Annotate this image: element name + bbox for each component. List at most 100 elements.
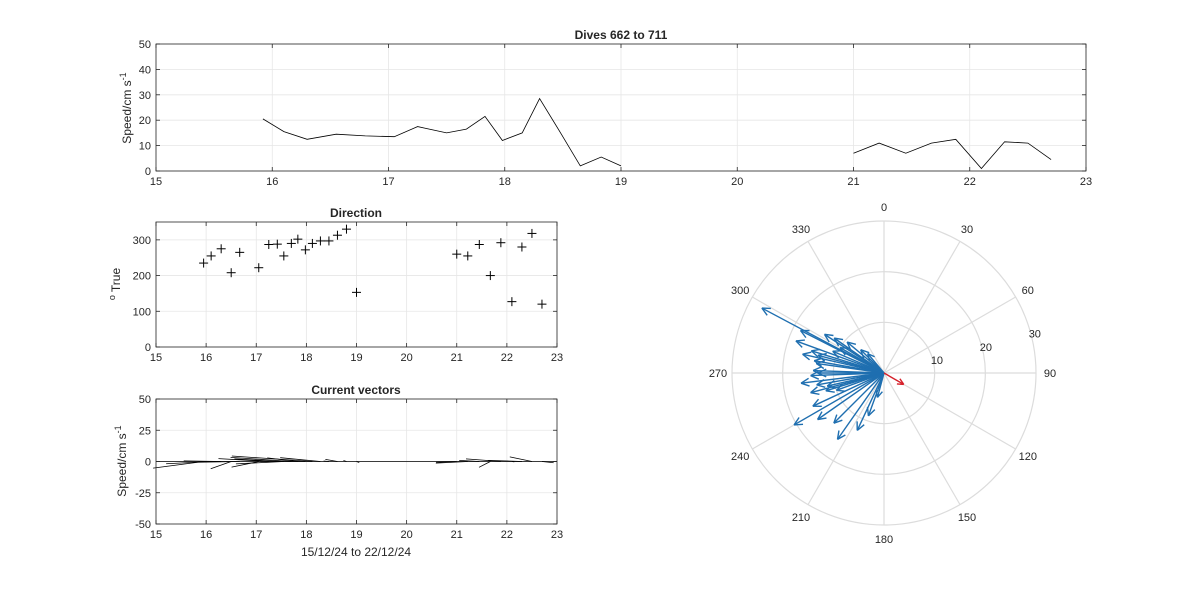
arrow-shaft <box>876 372 885 398</box>
polar-spoke <box>807 372 885 505</box>
y-tick-label: 0 <box>145 457 151 469</box>
arrow-shaft <box>856 372 885 431</box>
arrow-shaft <box>833 372 885 424</box>
arrow-head <box>867 353 871 362</box>
arrow-head <box>866 406 870 416</box>
direction-point <box>517 242 527 252</box>
arrow-head <box>875 389 879 398</box>
y-tick-label: 50 <box>139 394 151 406</box>
current-vector <box>323 460 329 462</box>
arrow-head <box>816 384 826 388</box>
arrow-head <box>846 341 857 345</box>
arrow-head <box>846 341 852 351</box>
arrow-head <box>833 337 840 347</box>
direction-point <box>199 258 209 268</box>
current-vector <box>230 456 292 462</box>
direction-point <box>293 234 303 244</box>
theta-label: 150 <box>958 512 976 524</box>
arrow-head <box>815 362 825 370</box>
x-tick-label: 22 <box>501 529 513 541</box>
polar-spoke <box>807 241 885 374</box>
arrow-head <box>834 337 844 341</box>
polar-vector <box>833 372 885 424</box>
polar-spoke <box>883 296 1016 374</box>
arrow-shaft <box>836 372 885 391</box>
current-vector <box>459 459 480 462</box>
x-tick-label: 21 <box>847 176 859 188</box>
arrow-shaft <box>793 372 885 426</box>
x-tick-label: 19 <box>350 529 362 541</box>
current-vector <box>235 461 284 465</box>
x-tick-label: 16 <box>200 352 212 364</box>
x-tick-label: 17 <box>250 529 262 541</box>
x-tick-label: 19 <box>350 352 362 364</box>
current-vector <box>465 458 501 462</box>
arrow-shaft <box>812 372 885 407</box>
arrow-head <box>793 417 800 426</box>
x-tick-label: 23 <box>551 352 563 364</box>
arrow-head <box>836 430 840 440</box>
arrow-shaft <box>816 362 885 374</box>
direction-point <box>507 297 517 307</box>
arrow-head <box>867 409 876 417</box>
arrow-head <box>860 349 870 354</box>
x-tick-label: 20 <box>731 176 743 188</box>
direction-point <box>352 287 361 297</box>
arrow-head <box>899 378 905 385</box>
current-vector <box>356 461 360 463</box>
x-tick-label: 23 <box>1080 176 1092 188</box>
arrow-head <box>795 340 803 348</box>
direction-point <box>537 299 547 309</box>
arrow-head <box>800 382 810 387</box>
x-tick-label: 21 <box>451 352 463 364</box>
polar-vector <box>875 372 885 398</box>
y-axis-label: Speed/cm s-1 <box>113 425 129 496</box>
arrow-shaft <box>800 372 885 384</box>
x-tick-label: 17 <box>250 352 262 364</box>
x-tick-label: 22 <box>501 352 513 364</box>
chart-title: Direction <box>330 206 382 220</box>
direction-point <box>216 244 226 254</box>
x-tick-label: 18 <box>499 176 511 188</box>
x-tick-label: 23 <box>551 529 563 541</box>
arrow-shaft <box>836 372 885 440</box>
y-tick-label: 10 <box>139 141 151 153</box>
polar-vector <box>817 352 885 374</box>
arrow-head <box>810 386 818 394</box>
arrow-head <box>810 350 819 358</box>
arrow-head <box>833 419 843 424</box>
arrow-head <box>816 379 825 386</box>
r-label: 30 <box>1029 329 1041 341</box>
arrow-head <box>817 368 827 374</box>
arrow-head <box>824 333 834 337</box>
x-axis-label: 15/12/24 to 22/12/24 <box>301 545 411 559</box>
arrow-head <box>839 347 846 356</box>
arrow-head <box>800 377 809 384</box>
theta-label: 300 <box>731 285 749 297</box>
arrow-shaft <box>810 372 885 377</box>
current-vector <box>478 461 491 468</box>
current-vector <box>198 461 240 463</box>
arrow-head <box>816 360 826 365</box>
current-vector <box>280 457 321 462</box>
polar-vector <box>815 360 885 374</box>
x-tick-label: 20 <box>401 352 413 364</box>
direction-point <box>286 238 296 248</box>
x-tick-label: 21 <box>451 529 463 541</box>
direction-scatter-plot: 15 16 17 18 19 20 21 22 23 0 100 200 300 Direction o… <box>107 206 563 364</box>
arrow-head <box>826 379 835 387</box>
r-label: 10 <box>931 355 943 367</box>
x-tick-label: 17 <box>382 176 394 188</box>
theta-label: 0 <box>881 202 887 214</box>
arrow-head <box>810 374 820 380</box>
current-vector <box>231 461 259 468</box>
x-tick-label: 15 <box>150 352 162 364</box>
arrow-head <box>817 352 827 356</box>
arrow-head <box>825 384 833 392</box>
x-tick-label: 16 <box>200 529 212 541</box>
direction-point <box>264 240 274 249</box>
arrow-shaft <box>795 340 885 374</box>
direction-point <box>235 247 245 257</box>
polar-vector <box>795 339 885 374</box>
